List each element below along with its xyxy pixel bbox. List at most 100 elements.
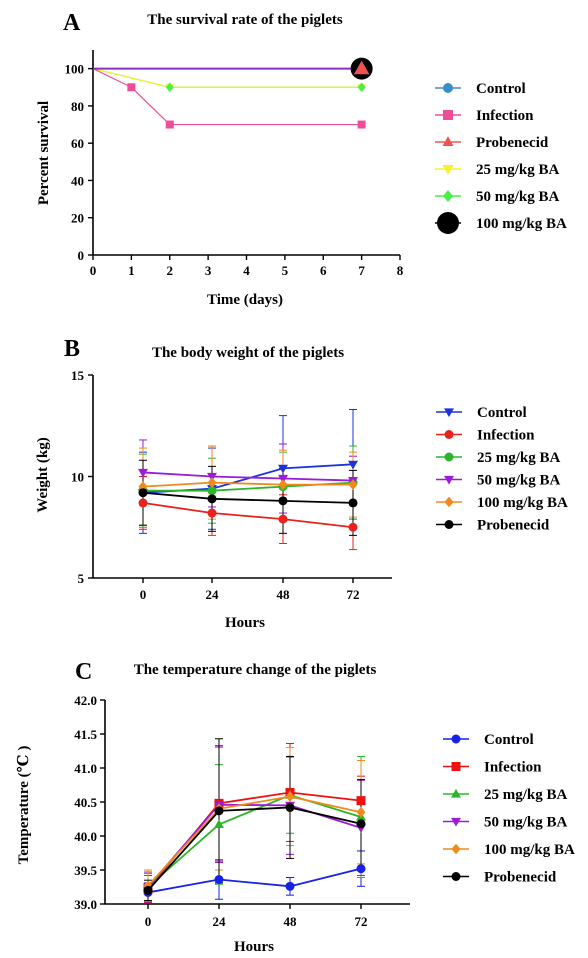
data-point <box>138 468 148 478</box>
legend-marker <box>444 520 454 529</box>
data-point <box>207 486 217 496</box>
data-point <box>165 120 174 129</box>
x-tick-label: 0 <box>90 263 97 278</box>
data-point <box>348 460 358 470</box>
chart-c: C The temperature change of the piglets 39… <box>16 659 575 955</box>
panel-label: C <box>75 659 92 685</box>
data-point <box>285 881 295 891</box>
series-line <box>147 806 362 891</box>
chart-b: B The body weight of the piglets 5 10 15 0 24 4… <box>35 336 568 631</box>
series-line <box>147 803 362 888</box>
x-tick-label: 1 <box>128 263 135 278</box>
data-point <box>138 498 148 508</box>
data-point <box>353 60 370 75</box>
data-point <box>356 819 366 829</box>
legend-marker <box>444 430 454 439</box>
chart-a: A The survival rate of the piglets0204060… <box>36 10 567 308</box>
x-axis-label: Time (days) <box>207 292 283 308</box>
legend-label: 50 mg/kg BA <box>484 815 568 831</box>
data-point <box>143 885 153 895</box>
legend-item: Infection <box>436 428 535 444</box>
legend-item: Infection <box>443 760 542 776</box>
y-tick-label: 100 <box>65 62 85 77</box>
data-point <box>138 488 148 498</box>
legend-item: Control <box>435 81 526 97</box>
legend-item: Probenecid <box>436 518 550 534</box>
x-tick-label: 0 <box>140 587 147 602</box>
x-tick-label: 7 <box>358 263 365 278</box>
data-point <box>278 496 288 506</box>
y-tick-label: 60 <box>71 136 84 151</box>
y-tick-label: 40 <box>71 173 84 188</box>
y-axis-label: Temperature (℃ ) <box>16 746 32 865</box>
legend-marker <box>443 110 453 120</box>
legend-marker <box>442 165 454 175</box>
legend-marker <box>444 496 454 508</box>
data-point <box>357 120 366 129</box>
data-point <box>348 522 358 532</box>
x-tick-label: 48 <box>277 587 291 602</box>
data-point <box>356 864 366 874</box>
data-point <box>214 806 224 816</box>
chart-title: The temperature change of the piglets <box>134 662 377 678</box>
legend-label: Probenecid <box>484 870 557 886</box>
legend-label: Control <box>477 405 527 421</box>
legend-marker <box>442 136 454 146</box>
legend-item: 100 mg/kg BA <box>436 495 568 511</box>
legend-item: 50 mg/kg BA <box>435 189 560 205</box>
legend-item: 25 mg/kg BA <box>435 162 560 178</box>
y-tick-label: 40.0 <box>74 829 97 844</box>
legend-marker <box>451 762 461 771</box>
data-point <box>207 494 217 504</box>
chart-title: The body weight of the piglets <box>152 345 344 361</box>
data-point <box>127 83 136 92</box>
x-tick-label: 5 <box>282 263 289 278</box>
legend-marker <box>443 190 453 202</box>
series-line <box>142 501 354 529</box>
data-point <box>214 819 224 829</box>
legend-item: 100 mg/kg BA <box>443 842 575 858</box>
legend-label: Probenecid <box>477 518 550 534</box>
legend-label: Control <box>476 81 526 97</box>
x-axis-label: Hours <box>225 615 265 631</box>
data-point <box>278 479 288 491</box>
legend-marker <box>451 817 461 827</box>
series-line <box>142 481 353 488</box>
legend-item: Probenecid <box>435 135 549 151</box>
legend-label: 50 mg/kg BA <box>477 473 561 489</box>
y-tick-label: 0 <box>78 248 85 263</box>
y-tick-label: 20 <box>71 211 84 226</box>
legend-label: 25 mg/kg BA <box>477 450 561 466</box>
x-tick-label: 0 <box>145 914 152 929</box>
legend-label: Infection <box>476 108 534 124</box>
y-tick-label: 40.5 <box>74 795 97 810</box>
y-tick-label: 15 <box>71 368 85 383</box>
x-tick-label: 72 <box>347 587 360 602</box>
legend-item: Control <box>436 405 527 421</box>
legend-item: 25 mg/kg BA <box>443 787 568 803</box>
y-tick-label: 39.0 <box>74 897 97 912</box>
legend-item: 100 mg/kg BA <box>435 212 567 234</box>
data-point <box>348 479 358 491</box>
y-tick-label: 80 <box>71 99 84 114</box>
y-axis-label: Weight (kg) <box>35 437 51 512</box>
legend-label: Control <box>484 732 534 748</box>
x-tick-label: 24 <box>213 914 227 929</box>
legend-marker <box>444 408 454 418</box>
data-point <box>348 498 358 508</box>
data-point <box>278 514 288 524</box>
legend-label: Infection <box>477 428 535 444</box>
data-point <box>214 875 224 885</box>
data-point <box>356 796 366 806</box>
y-axis-label: Percent survival <box>36 101 52 205</box>
legend-item: 50 mg/kg BA <box>436 473 561 489</box>
panel-label: A <box>63 10 81 36</box>
x-tick-label: 8 <box>397 263 404 278</box>
legend-item: 25 mg/kg BA <box>436 450 561 466</box>
legend-label: 100 mg/kg BA <box>484 842 575 858</box>
panel-label: B <box>64 336 80 362</box>
y-tick-label: 41.5 <box>74 727 97 742</box>
legend-label: 100 mg/kg BA <box>476 216 567 232</box>
data-point <box>285 791 295 802</box>
data-point <box>285 802 295 812</box>
